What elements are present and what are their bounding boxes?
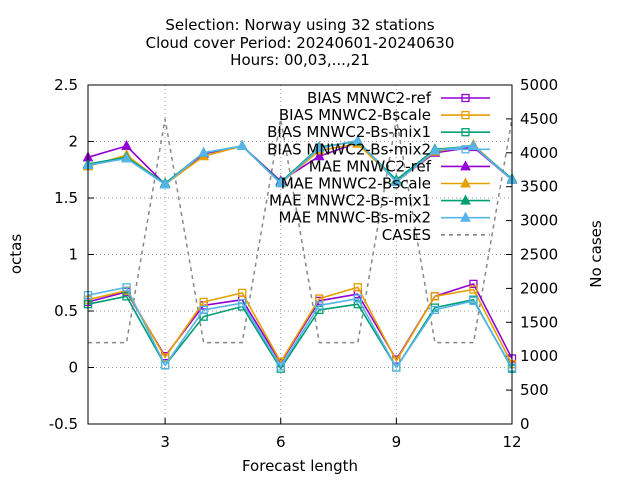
- data-point: [469, 279, 478, 289]
- series-line: [87, 283, 513, 364]
- y-tick-label: -0.5: [49, 415, 78, 433]
- legend-marker: [460, 160, 471, 171]
- legend-marker: [461, 93, 470, 103]
- legend-marker: [461, 110, 470, 120]
- data-point: [313, 150, 325, 161]
- y-tick-label: 1.5: [54, 189, 78, 207]
- y-tick-label: 0.5: [54, 302, 78, 320]
- y2-tick-label: 3000: [520, 212, 558, 230]
- legend-entry: BIAS MNWC2-ref: [307, 89, 490, 107]
- data-point: [353, 283, 362, 292]
- legend-label: BIAS MNWC2-Bs-mix2: [267, 140, 431, 158]
- data-point: [121, 139, 132, 151]
- legend-label: MAE MNWC2-Bs-mix1: [269, 192, 431, 210]
- y2-tick-label: 1000: [520, 347, 558, 365]
- legend-entry: BIAS MNWC2-Bscale: [279, 106, 490, 124]
- y-tick-label: 2: [68, 133, 78, 151]
- legend-label: BIAS MNWC2-Bscale: [279, 106, 431, 124]
- legend-marker: [461, 145, 470, 154]
- data-point: [276, 362, 285, 371]
- legend-marker: [461, 128, 470, 137]
- x-tick-label: 3: [160, 433, 170, 451]
- x-tick-label: 9: [392, 433, 402, 451]
- data-point: [392, 363, 401, 372]
- y2-tick-label: 4500: [520, 110, 558, 128]
- series-7: [82, 134, 518, 189]
- series-1: [83, 283, 517, 369]
- series-line: [87, 141, 513, 186]
- data-point: [430, 292, 440, 301]
- legend-label: MAE MNWC2-Bscale: [281, 175, 431, 193]
- plot-series: [82, 118, 518, 373]
- data-point: [469, 285, 478, 294]
- data-point: [236, 139, 248, 151]
- data-point: [429, 144, 441, 155]
- y-axis-label: octas: [7, 234, 25, 274]
- axis-ticks: -0.500.511.522.53 6 9 120500100015002000250…: [49, 76, 558, 451]
- legend-entry: CASES: [382, 226, 490, 244]
- chart-title: Selection: Norway using 32 stations Clou…: [146, 16, 455, 69]
- data-point: [160, 361, 170, 370]
- y-tick-label: 0: [68, 359, 78, 377]
- legend-label: BIAS MNWC2-Bs-mix1: [267, 123, 431, 141]
- y2-tick-label: 500: [520, 381, 549, 399]
- data-point: [315, 301, 324, 310]
- y2-tick-label: 0: [520, 415, 530, 433]
- y2-tick-label: 4000: [520, 144, 558, 162]
- data-point: [353, 294, 362, 303]
- y-tick-label: 2.5: [54, 76, 78, 94]
- title-line-3: Hours: 00,03,...,21: [230, 51, 370, 69]
- data-point: [238, 298, 247, 308]
- series-line: [87, 286, 513, 365]
- series-line: [87, 286, 513, 369]
- data-point: [430, 305, 440, 315]
- x-tick-label: 6: [276, 433, 286, 451]
- y2-tick-label: 1500: [520, 313, 558, 331]
- y2-tick-label: 2000: [520, 279, 558, 297]
- legend-marker: [460, 194, 471, 205]
- data-point: [121, 152, 132, 163]
- data-point: [275, 177, 287, 188]
- data-point: [159, 178, 171, 189]
- series-8: [88, 118, 513, 344]
- grid: [88, 85, 512, 424]
- series-line: [88, 118, 513, 344]
- legend-label: MAE MNWC2-ref: [309, 157, 432, 175]
- data-point: [122, 283, 131, 292]
- legend-marker: [460, 211, 471, 222]
- data-point: [391, 176, 402, 187]
- legend-marker: [460, 177, 471, 188]
- legend-label: BIAS MNWC2-ref: [307, 89, 432, 107]
- y2-tick-label: 2500: [520, 246, 558, 264]
- title-line-1: Selection: Norway using 32 stations: [165, 16, 434, 34]
- y2-tick-label: 5000: [520, 76, 558, 94]
- legend-label: CASES: [382, 226, 431, 244]
- legend-entry: BIAS MNWC2-Bs-mix2: [267, 140, 490, 158]
- x-tick-label: 12: [502, 433, 521, 451]
- data-point: [469, 296, 478, 305]
- data-point: [238, 288, 247, 298]
- title-line-2: Cloud cover Period: 20240601-20240630: [146, 34, 455, 52]
- plot-frame: [87, 84, 513, 425]
- data-point: [122, 292, 131, 301]
- legend-entry: MAE MNWC2-Bscale: [281, 175, 490, 193]
- legend-entry: MAE MNWC2-Bs-mix1: [269, 192, 490, 210]
- x-axis-label: Forecast length: [242, 457, 358, 475]
- y2-axis-label: No cases: [587, 220, 605, 288]
- data-point: [352, 134, 364, 145]
- legend-entry: BIAS MNWC2-Bs-mix1: [267, 123, 490, 141]
- y2-tick-label: 3500: [520, 178, 558, 196]
- series-3: [83, 283, 517, 372]
- data-point: [313, 142, 325, 153]
- y-tick-label: 1: [68, 246, 78, 264]
- legend-label: MAE MNWC-Bs-mix2: [278, 209, 431, 227]
- legend-entry: MAE MNWC2-ref: [309, 157, 490, 175]
- legend-entry: MAE MNWC-Bs-mix2: [278, 209, 490, 227]
- data-point: [198, 146, 209, 157]
- data-point: [199, 297, 208, 307]
- data-point: [199, 305, 208, 315]
